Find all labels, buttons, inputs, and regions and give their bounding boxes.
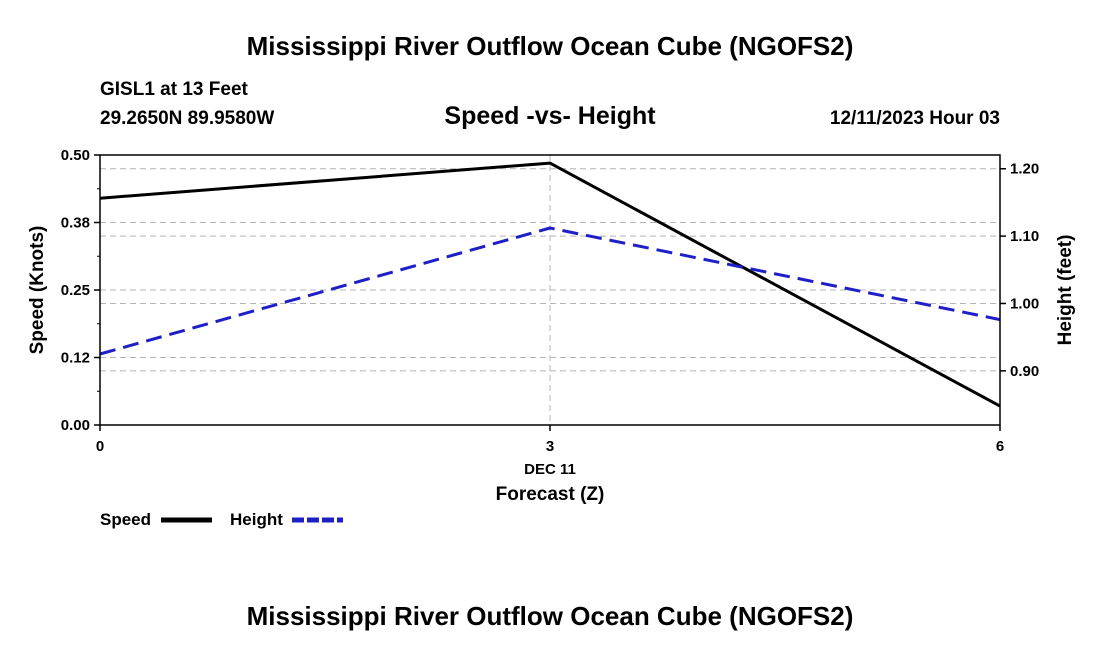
y2-axis-label: Height (feet) [1055,235,1076,346]
y-tick-label: 0.00 [61,417,90,434]
chart-subtitle: Speed -vs- Height [444,102,656,130]
grid [100,155,1000,425]
y-tick-label: 0.50 [61,147,90,164]
x-tick-label: 6 [996,438,1004,455]
y2-tick-label: 0.90 [1010,363,1039,380]
series-line-speed [99,161,1001,408]
legend-height-label: Height [230,510,283,529]
footer-title: Mississippi River Outflow Ocean Cube (NG… [247,601,854,631]
y2-tick-label: 1.20 [1010,161,1039,178]
series-line-height [99,226,1001,356]
x-tick-label: 0 [96,438,104,455]
y-tick-label: 0.25 [61,282,90,299]
forecast-datetime: 12/11/2023 Hour 03 [830,108,1000,129]
axes: 0.00 0.12 0.25 0.38 0.50 0.90 1.00 1.10 1.20 0 3 6 [61,147,1039,455]
x-date-label: DEC 11 [524,461,576,478]
legend-speed-label: Speed [100,510,151,529]
y-tick-label: 0.38 [61,215,90,232]
x-axis-label: Forecast (Z) [496,484,605,505]
chart-title: Mississippi River Outflow Ocean Cube (NG… [247,31,854,61]
y-tick-label: 0.12 [61,350,90,367]
y-axis-label: Speed (Knots) [27,226,48,355]
station-label: GISL1 at 13 Feet [100,79,249,100]
legend: Speed Height [100,510,343,529]
plot-series [99,161,1001,408]
y2-tick-label: 1.00 [1010,295,1039,312]
x-tick-label: 3 [546,438,554,455]
y2-tick-label: 1.10 [1010,228,1039,245]
station-coords: 29.2650N 89.9580W [100,108,274,129]
